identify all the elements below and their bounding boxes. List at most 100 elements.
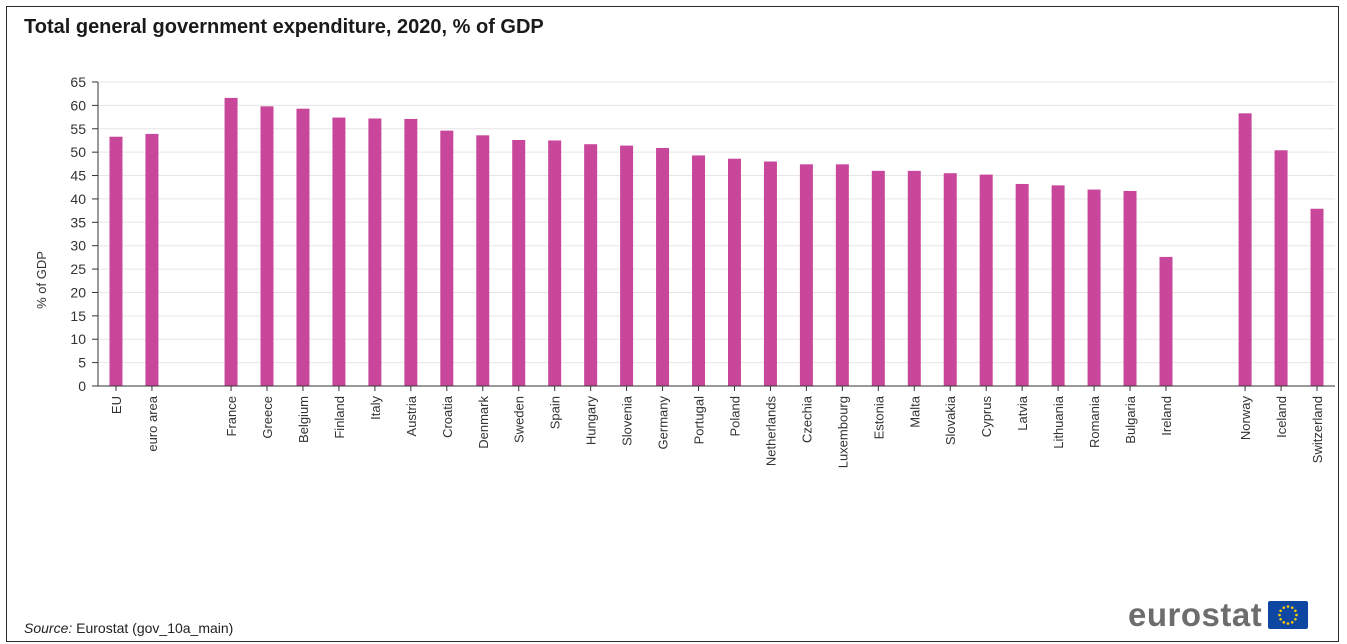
axes	[92, 81, 1335, 391]
bar-estonia	[871, 170, 885, 386]
flag-star	[1279, 617, 1283, 621]
bar-luxembourg	[835, 164, 849, 386]
tick-labels: 0 5 10 15 20 25 30 35 40 45 50 55 60 65 EU euro area Fra…	[70, 74, 1325, 468]
x-tick-label: Latvia	[1015, 395, 1030, 430]
x-tick-label: Slovakia	[943, 395, 958, 445]
bar-bulgaria	[1123, 190, 1137, 386]
x-tick-label: France	[224, 396, 239, 436]
bar-denmark	[476, 135, 490, 386]
bar-romania	[1087, 189, 1101, 386]
bar-croatia	[440, 130, 454, 386]
x-tick-label: Croatia	[440, 395, 455, 438]
x-tick-label: Germany	[656, 396, 671, 450]
x-tick-label: Norway	[1238, 396, 1253, 441]
bar-iceland	[1274, 150, 1288, 386]
y-tick-label: 40	[70, 191, 86, 207]
eurostat-logo: eurostat	[1128, 596, 1309, 634]
bar-belgium	[296, 108, 310, 387]
flag-star	[1291, 621, 1294, 624]
x-tick-label: Switzerland	[1310, 396, 1325, 463]
bar-lithuania	[1051, 185, 1065, 386]
bar-norway	[1238, 113, 1252, 386]
bar-portugal	[692, 155, 706, 386]
bar-switzerland	[1310, 208, 1324, 386]
bar-finland	[332, 117, 346, 386]
x-tick-label: Iceland	[1274, 396, 1289, 438]
bar-malta	[907, 170, 921, 386]
source-text: Eurostat (gov_10a_main)	[76, 620, 234, 636]
y-tick-label: 20	[70, 284, 86, 300]
y-tick-label: 5	[78, 355, 86, 371]
flag-star	[1282, 606, 1286, 609]
x-tick-label: Bulgaria	[1123, 395, 1138, 443]
y-tick-label: 10	[70, 331, 86, 347]
bar-italy	[368, 118, 382, 386]
flag-star	[1282, 621, 1286, 624]
x-tick-label: Spain	[548, 396, 563, 429]
x-tick-label: Malta	[907, 395, 922, 428]
bar-greece	[260, 106, 274, 386]
bar-sweden	[512, 139, 526, 386]
bar-ireland	[1159, 256, 1173, 386]
x-tick-label: Czechia	[799, 395, 814, 443]
x-tick-label: Belgium	[296, 396, 311, 443]
y-tick-label: 60	[70, 97, 86, 113]
y-tick-label: 30	[70, 238, 86, 254]
chart-title: Total general government expenditure, 20…	[24, 16, 544, 38]
flag-star	[1294, 617, 1297, 621]
x-tick-label: Austria	[404, 395, 419, 436]
y-tick-label: 55	[70, 121, 86, 137]
x-tick-label: Slovenia	[620, 395, 635, 446]
x-tick-label: Italy	[368, 396, 383, 420]
bar-france	[224, 97, 238, 386]
y-tick-label: 25	[70, 261, 86, 277]
bar-latvia	[1015, 183, 1029, 386]
bar-euro-area	[145, 133, 159, 386]
x-tick-label: Portugal	[692, 396, 707, 445]
bar-slovenia	[620, 145, 634, 386]
y-tick-label: 50	[70, 144, 86, 160]
flag-star	[1278, 613, 1282, 617]
bar-hungary	[584, 144, 598, 386]
source-note: Source: Eurostat (gov_10a_main)	[24, 620, 233, 636]
y-tick-label: 15	[70, 308, 86, 324]
bar-slovakia	[943, 173, 957, 386]
x-tick-label: Lithuania	[1051, 395, 1066, 449]
bar-poland	[727, 158, 741, 386]
y-tick-label: 35	[70, 214, 86, 230]
x-tick-label: Greece	[260, 396, 275, 439]
flag-star	[1291, 606, 1294, 609]
x-tick-label: Hungary	[584, 396, 599, 446]
flag-star	[1286, 622, 1290, 625]
bar-germany	[656, 147, 670, 386]
x-tick-label: Poland	[727, 396, 742, 436]
bar-cyprus	[979, 174, 993, 386]
x-tick-label: Finland	[332, 396, 347, 439]
flag-star	[1279, 609, 1283, 613]
x-tick-label: Cyprus	[979, 396, 994, 438]
bar-netherlands	[763, 161, 777, 386]
bars	[109, 97, 1324, 387]
y-tick-label: 0	[78, 378, 86, 394]
x-tick-label: Luxembourg	[835, 396, 850, 468]
x-tick-label: EU	[109, 396, 124, 414]
bar-eu	[109, 136, 123, 386]
x-tick-label: Estonia	[871, 395, 886, 439]
bar-austria	[404, 118, 418, 386]
logo-text: eurostat	[1128, 596, 1263, 633]
y-tick-label: 45	[70, 168, 86, 184]
x-tick-label: Ireland	[1159, 396, 1174, 436]
y-tick-label: 65	[70, 74, 86, 90]
y-axis-label: % of GDP	[34, 251, 49, 309]
source-label: Source:	[24, 620, 73, 636]
flag-star	[1295, 613, 1299, 617]
x-tick-label: Denmark	[476, 396, 491, 449]
bar-czechia	[799, 164, 813, 386]
grid-lines	[98, 81, 1335, 364]
x-tick-label: euro area	[145, 395, 160, 451]
x-tick-label: Romania	[1087, 395, 1102, 448]
x-tick-label: Netherlands	[763, 396, 778, 467]
flag-star	[1286, 605, 1290, 608]
x-tick-label: Sweden	[512, 396, 527, 443]
